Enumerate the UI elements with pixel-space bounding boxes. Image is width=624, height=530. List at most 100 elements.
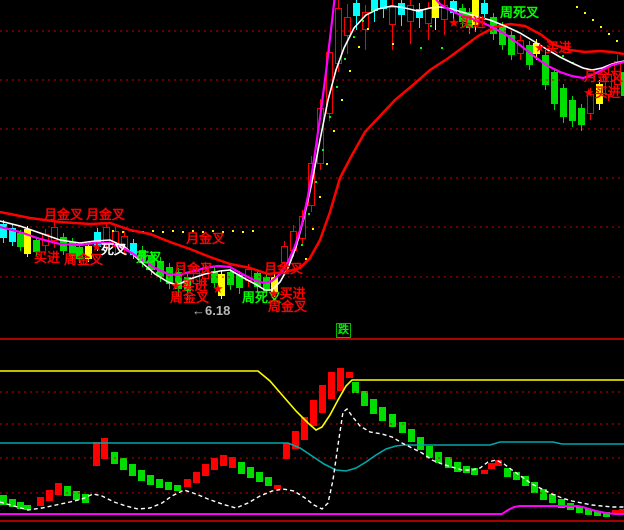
indicator-dot xyxy=(420,47,422,49)
candle xyxy=(42,234,49,246)
histogram-bar xyxy=(202,464,209,476)
candle xyxy=(425,8,432,24)
signal-label: 周金叉 xyxy=(268,299,308,314)
histogram-bar xyxy=(17,502,24,509)
indicator-dot xyxy=(322,149,324,151)
histogram-bar xyxy=(265,477,272,486)
candle xyxy=(103,227,110,243)
candle xyxy=(380,0,387,9)
candle xyxy=(353,3,360,16)
candle xyxy=(508,35,515,55)
indicator-dot xyxy=(132,230,134,232)
signal-label: 月金叉 xyxy=(174,261,214,276)
histogram-bar xyxy=(82,494,89,503)
indicator-dot xyxy=(315,181,317,183)
signal-label: 买进 xyxy=(34,250,61,265)
histogram-bar xyxy=(488,463,495,469)
candle xyxy=(551,72,558,104)
indicator-dot xyxy=(319,196,321,198)
histogram-bar xyxy=(9,499,16,507)
candle xyxy=(481,3,488,14)
candle xyxy=(236,275,243,288)
histogram-bar xyxy=(558,499,565,508)
candle xyxy=(335,8,342,64)
signal-label: ←6.18 xyxy=(192,303,231,318)
histogram-bar xyxy=(463,466,470,473)
histogram-bar xyxy=(93,442,100,466)
candle xyxy=(0,224,7,238)
indicator-dot xyxy=(166,277,168,279)
histogram-bar xyxy=(193,472,200,483)
histogram-bar xyxy=(495,460,502,466)
histogram-bar xyxy=(361,391,368,406)
indicator-dot xyxy=(576,6,578,8)
histogram-bar xyxy=(292,431,299,449)
histogram-bar xyxy=(24,505,31,510)
signal-label: ★买进 xyxy=(534,40,572,55)
candle xyxy=(9,228,16,242)
histogram-bar xyxy=(612,510,619,514)
signal-label: 周金叉 xyxy=(64,252,104,267)
histogram-bar xyxy=(129,464,136,476)
histogram-bar xyxy=(370,399,377,414)
candle xyxy=(290,231,297,251)
indicator-dot xyxy=(182,231,184,233)
histogram-bar xyxy=(0,495,7,505)
indicator-dot xyxy=(252,230,254,232)
signal-label: 死叉 xyxy=(136,250,163,265)
indicator-dot xyxy=(162,231,164,233)
histogram-bar xyxy=(229,457,236,468)
histogram-bar xyxy=(522,476,529,486)
histogram-bar xyxy=(238,462,245,474)
candle xyxy=(441,5,448,20)
indicator-dot xyxy=(152,230,154,232)
candle xyxy=(542,55,549,85)
candle xyxy=(560,88,567,117)
indicator-dot xyxy=(616,40,618,42)
histogram-bar xyxy=(46,490,53,501)
candle xyxy=(51,227,58,241)
indicator-dot xyxy=(242,231,244,233)
histogram-bar xyxy=(504,468,511,477)
indicator-dot xyxy=(232,230,234,232)
indicator-dot xyxy=(600,26,602,28)
indicator-dot xyxy=(362,20,364,22)
histogram-bar xyxy=(184,479,191,487)
candle xyxy=(299,216,306,239)
candle xyxy=(407,5,414,22)
indicator-dot xyxy=(572,62,574,64)
histogram-bar xyxy=(549,494,556,503)
indicator-dot xyxy=(305,258,307,260)
candle xyxy=(254,273,261,287)
candle xyxy=(60,237,67,251)
histogram-bar xyxy=(138,470,145,481)
candle xyxy=(227,272,234,285)
signal-label: 月金叉 xyxy=(264,261,304,276)
signal-label: 月金叉 xyxy=(584,69,624,84)
histogram-bar xyxy=(274,485,281,489)
candle xyxy=(432,0,439,18)
histogram-bar xyxy=(283,443,290,459)
indicator-dot xyxy=(372,10,374,12)
indicator-dot xyxy=(592,19,594,21)
indicator-dot xyxy=(353,36,355,38)
histogram-bar xyxy=(352,382,359,393)
histogram-bar xyxy=(585,509,592,515)
indicator-dot xyxy=(142,231,144,233)
signal-label: ★ xyxy=(212,281,224,296)
histogram-bar xyxy=(389,414,396,427)
histogram-bar xyxy=(73,491,80,500)
histogram-bar xyxy=(426,446,433,458)
histogram-bar xyxy=(111,452,118,464)
histogram-bar xyxy=(319,385,326,413)
histogram-bar xyxy=(445,457,452,468)
candle xyxy=(450,1,457,13)
candle xyxy=(326,52,333,114)
histogram-bar xyxy=(417,437,424,450)
indicator-dot xyxy=(156,272,158,274)
histogram-bar xyxy=(211,458,218,470)
indicator-dot xyxy=(301,244,303,246)
signal-label: ★买进 xyxy=(583,85,621,100)
indicator-dot xyxy=(392,43,394,45)
